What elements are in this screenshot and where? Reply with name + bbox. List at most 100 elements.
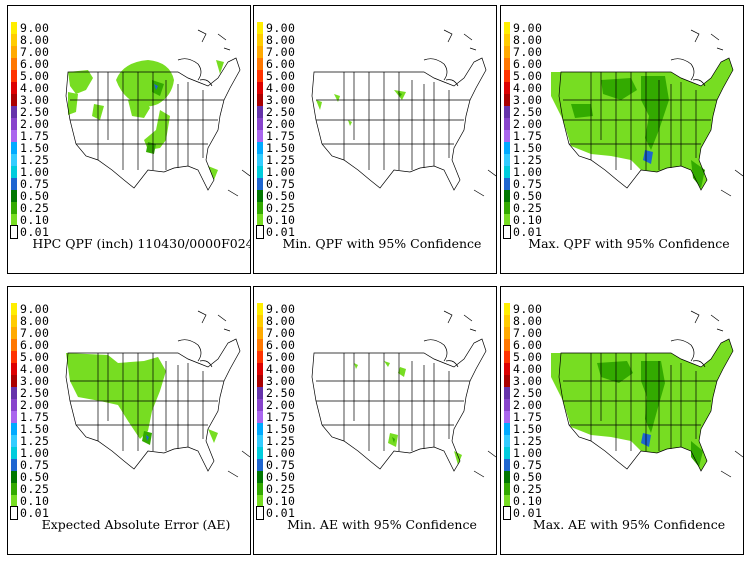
legend-swatch	[257, 118, 263, 130]
legend-label: 0.50	[20, 470, 50, 484]
legend-swatch	[11, 363, 17, 375]
legend-label: 5.00	[266, 350, 296, 364]
legend-label: 8.00	[513, 314, 543, 328]
legend-swatch	[11, 303, 17, 315]
legend-swatch	[504, 483, 510, 495]
panel-expected-ae: 9.00 8.00 7.00 6.00 5.00 4.00 3.00 2.50 2.00 1.75…	[7, 286, 251, 555]
legend-swatch	[504, 435, 510, 447]
legend-label: 2.00	[20, 398, 50, 412]
legend-label: 0.01	[20, 225, 50, 239]
legend-row: 9.00	[504, 21, 559, 35]
legend-label: 0.50	[513, 189, 543, 203]
precip-map-max-ae	[551, 310, 743, 478]
us-boundaries	[65, 310, 250, 478]
legend-swatch	[504, 327, 510, 339]
legend-row: 0.25	[257, 201, 312, 215]
legend-row: 2.00	[11, 398, 66, 412]
legend-row: 2.50	[257, 386, 312, 400]
precip-map-expected-ae	[65, 310, 250, 478]
legend-row: 8.00	[11, 314, 66, 328]
legend-swatch	[257, 423, 263, 435]
legend-row: 1.00	[257, 446, 312, 460]
legend-label: 3.00	[266, 374, 296, 388]
legend-row: 1.00	[11, 165, 66, 179]
legend-row: 9.00	[11, 302, 66, 316]
legend-row: 1.75	[257, 410, 312, 424]
legend-swatch	[504, 339, 510, 351]
legend-row: 1.75	[504, 129, 559, 143]
legend-swatch	[504, 495, 510, 507]
legend-swatch	[257, 130, 263, 142]
legend-label: 7.00	[513, 45, 543, 59]
legend-label: 9.00	[266, 21, 296, 35]
legend: 9.00 8.00 7.00 6.00 5.00 4.00 3.00 2.50 2.00 1.75…	[10, 302, 66, 521]
legend-label: 9.00	[513, 302, 543, 316]
legend-label: 2.00	[513, 398, 543, 412]
legend-row: 1.75	[11, 129, 66, 143]
legend-row: 7.00	[257, 326, 312, 340]
legend-swatch	[504, 202, 510, 214]
legend-swatch	[504, 303, 510, 315]
legend-label: 4.00	[513, 362, 543, 376]
legend-row: 6.00	[11, 338, 66, 352]
legend-label: 0.75	[513, 177, 543, 191]
legend-row: 0.10	[257, 213, 312, 227]
legend-swatch	[257, 178, 263, 190]
legend-swatch	[11, 70, 17, 82]
legend-swatch	[257, 154, 263, 166]
legend-swatch	[504, 423, 510, 435]
legend-swatch	[504, 142, 510, 154]
legend-row: 8.00	[504, 314, 559, 328]
legend-swatch	[11, 351, 17, 363]
legend-label: 1.75	[266, 410, 296, 424]
legend-label: 0.25	[20, 201, 50, 215]
legend-label: 1.75	[20, 129, 50, 143]
legend-row: 3.00	[257, 374, 312, 388]
legend-row: 0.25	[504, 201, 559, 215]
legend-swatch	[504, 459, 510, 471]
legend-label: 5.00	[266, 69, 296, 83]
legend-swatch	[11, 118, 17, 130]
legend-label: 3.00	[20, 93, 50, 107]
legend-row: 5.00	[504, 69, 559, 83]
legend-label: 4.00	[513, 81, 543, 95]
legend-label: 9.00	[20, 302, 50, 316]
legend-row: 0.50	[11, 189, 66, 203]
legend-row: 0.75	[257, 458, 312, 472]
legend-row: 4.00	[11, 362, 66, 376]
panel-hpc-qpf: 9.00 8.00 7.00 6.00 5.00 4.00 3.00 2.50 2.00 1.75…	[7, 5, 251, 274]
legend-label: 0.50	[266, 470, 296, 484]
legend-row: 1.00	[257, 165, 312, 179]
legend-swatch	[257, 483, 263, 495]
legend-label: 1.00	[513, 446, 543, 460]
legend-swatch	[257, 351, 263, 363]
legend-label: 1.75	[513, 410, 543, 424]
legend-swatch	[257, 70, 263, 82]
legend-row: 7.00	[257, 45, 312, 59]
legend-swatch	[503, 506, 511, 520]
legend-swatch	[257, 411, 263, 423]
legend-label: 8.00	[20, 314, 50, 328]
legend-label: 0.50	[513, 470, 543, 484]
panel-caption: Min. AE with 95% Confidence	[287, 517, 477, 532]
legend-row: 1.00	[504, 165, 559, 179]
legend-swatch	[257, 190, 263, 202]
legend-label: 2.50	[266, 386, 296, 400]
legend-label: 5.00	[513, 350, 543, 364]
legend-swatch	[257, 363, 263, 375]
legend-swatch	[257, 142, 263, 154]
legend-row: 1.00	[504, 446, 559, 460]
legend-label: 3.00	[513, 93, 543, 107]
legend-row: 3.00	[257, 93, 312, 107]
legend-swatch	[504, 46, 510, 58]
legend-swatch	[11, 387, 17, 399]
legend-label: 0.10	[20, 494, 50, 508]
legend-label: 8.00	[20, 33, 50, 47]
us-boundaries	[558, 29, 743, 197]
legend-label: 6.00	[513, 338, 543, 352]
legend-label: 1.75	[513, 129, 543, 143]
legend-row: 5.00	[11, 350, 66, 364]
legend-row: 2.50	[11, 105, 66, 119]
legend-swatch	[504, 351, 510, 363]
legend-swatch	[11, 94, 17, 106]
